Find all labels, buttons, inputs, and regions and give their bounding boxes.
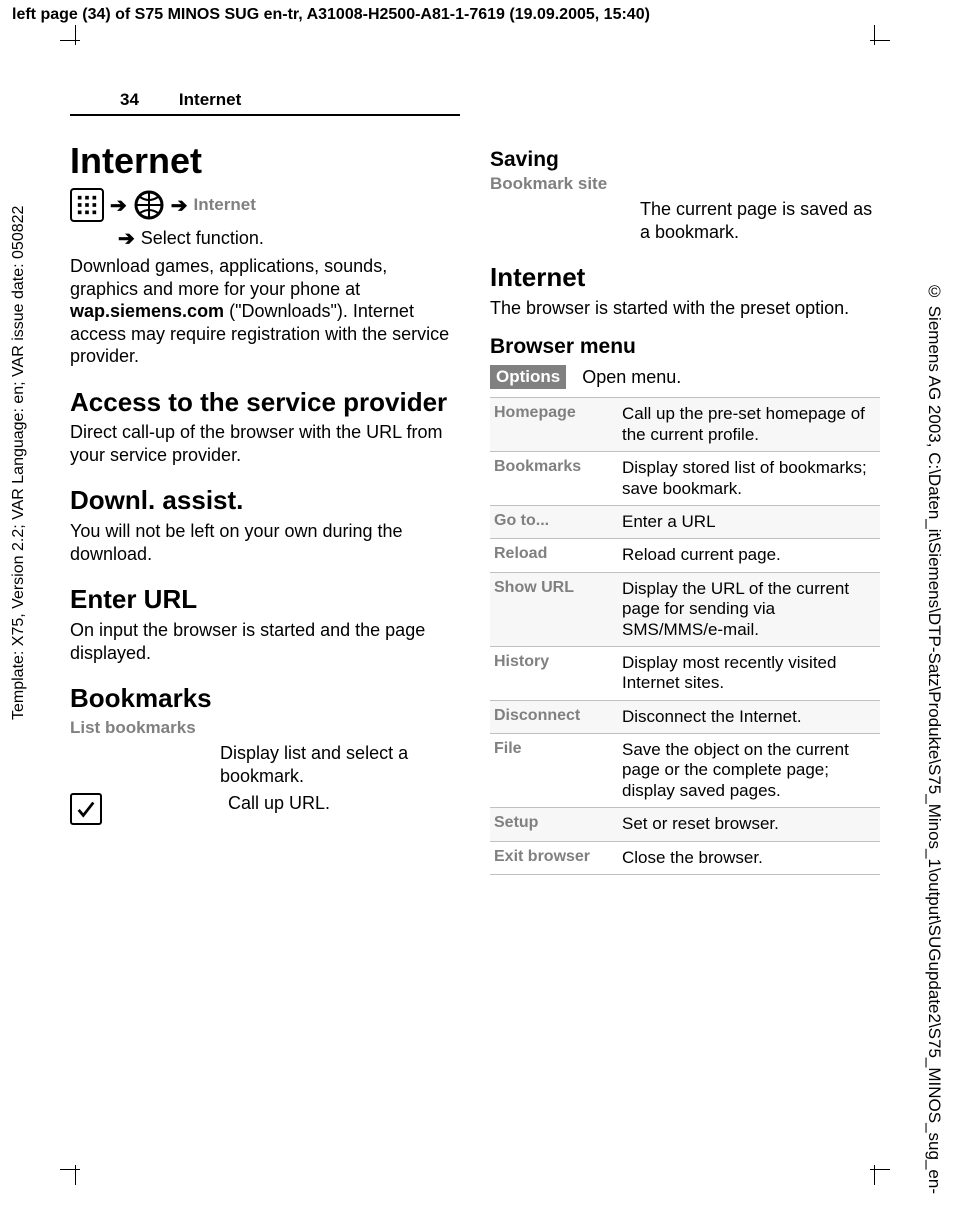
arrow-icon: ➔ (110, 193, 127, 218)
section-internet2-title: Internet (490, 263, 880, 293)
left-margin-note: Template: X75, Version 2.2; VAR Language… (10, 60, 40, 720)
section-internet2-body: The browser is started with the preset o… (490, 297, 880, 320)
section-saving-title: Saving (490, 148, 880, 172)
menu-row: HistoryDisplay most recently visited Int… (490, 647, 880, 701)
intro-pre: Download games, applications, sounds, gr… (70, 256, 387, 299)
menu-value: Set or reset browser. (622, 814, 876, 834)
running-head: 34 Internet (70, 30, 460, 116)
check-icon (70, 793, 102, 825)
menu-value: Display the URL of the current page for … (622, 579, 876, 640)
menu-grid-icon (70, 188, 104, 222)
crop-mark (75, 1165, 76, 1185)
chapter-title: Internet (70, 140, 460, 182)
menu-value: Save the object on the current page or t… (622, 740, 876, 801)
crop-mark (874, 25, 875, 45)
menu-key: Homepage (494, 404, 614, 445)
hang-spacer (70, 742, 210, 787)
menu-value: Call up the pre-set homepage of the curr… (622, 404, 876, 445)
menu-row: Show URLDisplay the URL of the current p… (490, 573, 880, 647)
menu-key: Bookmarks (494, 458, 614, 499)
content-columns: Internet ➔ ➔ Internet ➔ (60, 116, 890, 875)
menu-key: Exit browser (494, 848, 614, 868)
crop-mark (870, 40, 890, 41)
menu-key: File (494, 740, 614, 801)
menu-key: Disconnect (494, 707, 614, 727)
right-column: Saving Bookmark site The current page is… (490, 126, 880, 875)
menu-key: Setup (494, 814, 614, 834)
arrow-icon: ➔ (118, 226, 135, 251)
menu-value: Display most recently visited Internet s… (622, 653, 876, 694)
menu-row: Disconnect Disconnect the Internet. (490, 701, 880, 734)
section-downl-title: Downl. assist. (70, 486, 460, 516)
saving-row: The current page is saved as a bookmark. (490, 198, 880, 243)
section-bookmarks-title: Bookmarks (70, 684, 460, 714)
page-header: left page (34) of S75 MINOS SUG en-tr, A… (0, 0, 954, 30)
nav-select-function: Select function. (141, 228, 264, 249)
page-body: 34 Internet Internet ➔ ➔ (60, 30, 890, 1180)
running-title: Internet (179, 90, 241, 110)
menu-row: BookmarksDisplay stored list of bookmark… (490, 452, 880, 506)
crop-mark (75, 25, 76, 45)
bookmarks-callurl-text: Call up URL. (118, 793, 460, 814)
nav-internet-label: Internet (194, 195, 256, 215)
crop-mark (870, 1169, 890, 1170)
globe-icon (133, 189, 165, 221)
nav-path-row-2: ➔ Select function. (118, 226, 460, 251)
section-browsermenu-title: Browser menu (490, 335, 880, 359)
bookmarks-list-row: Display list and select a bookmark. (70, 742, 460, 787)
menu-key: Show URL (494, 579, 614, 640)
crop-mark (60, 1169, 80, 1170)
nav-path-row-1: ➔ ➔ Internet (70, 188, 460, 222)
menu-value: Disconnect the Internet. (622, 707, 876, 727)
menu-key: History (494, 653, 614, 694)
saving-desc: The current page is saved as a bookmark. (640, 198, 880, 243)
menu-key: Go to... (494, 512, 614, 532)
saving-label: Bookmark site (490, 174, 880, 194)
options-desc: Open menu. (582, 367, 681, 388)
page-header-rest: of S75 MINOS SUG en-tr, A31008-H2500-A81… (111, 6, 650, 23)
menu-row: FileSave the object on the current page … (490, 734, 880, 808)
section-downl-body: You will not be left on your own during … (70, 520, 460, 565)
left-column: Internet ➔ ➔ Internet ➔ (70, 126, 460, 875)
bookmarks-list-desc: Display list and select a bookmark. (220, 742, 460, 787)
section-access-body: Direct call-up of the browser with the U… (70, 421, 460, 466)
options-row: Options Open menu. (490, 365, 880, 389)
intro-paragraph: Download games, applications, sounds, gr… (70, 255, 460, 368)
browser-menu-table: HomepageCall up the pre-set homepage of … (490, 397, 880, 875)
right-margin-note: © Siemens AG 2003, C:\Daten_it\Siemens\D… (914, 34, 944, 1194)
menu-row: Exit browser Close the browser. (490, 842, 880, 875)
menu-value: Enter a URL (622, 512, 876, 532)
section-enterurl-body: On input the browser is started and the … (70, 619, 460, 664)
section-enterurl-title: Enter URL (70, 585, 460, 615)
crop-mark (60, 40, 80, 41)
page-header-prefix: left page (34) (12, 6, 111, 23)
menu-key: Reload (494, 545, 614, 565)
page-number: 34 (120, 90, 139, 110)
options-badge: Options (490, 365, 566, 389)
bookmarks-list-label: List bookmarks (70, 718, 460, 738)
menu-value: Reload current page. (622, 545, 876, 565)
menu-row: Setup Set or reset browser. (490, 808, 880, 841)
intro-url-bold: wap.siemens.com (70, 301, 224, 321)
menu-row: HomepageCall up the pre-set homepage of … (490, 398, 880, 452)
bookmarks-callurl-row: Call up URL. (70, 793, 460, 825)
menu-row: Reload Reload current page. (490, 539, 880, 572)
hang-spacer (490, 198, 630, 243)
section-access-title: Access to the service provider (70, 388, 460, 418)
menu-row: Go to... Enter a URL (490, 506, 880, 539)
menu-value: Close the browser. (622, 848, 876, 868)
menu-value: Display stored list of bookmarks; save b… (622, 458, 876, 499)
crop-mark (874, 1165, 875, 1185)
arrow-icon: ➔ (171, 193, 188, 218)
